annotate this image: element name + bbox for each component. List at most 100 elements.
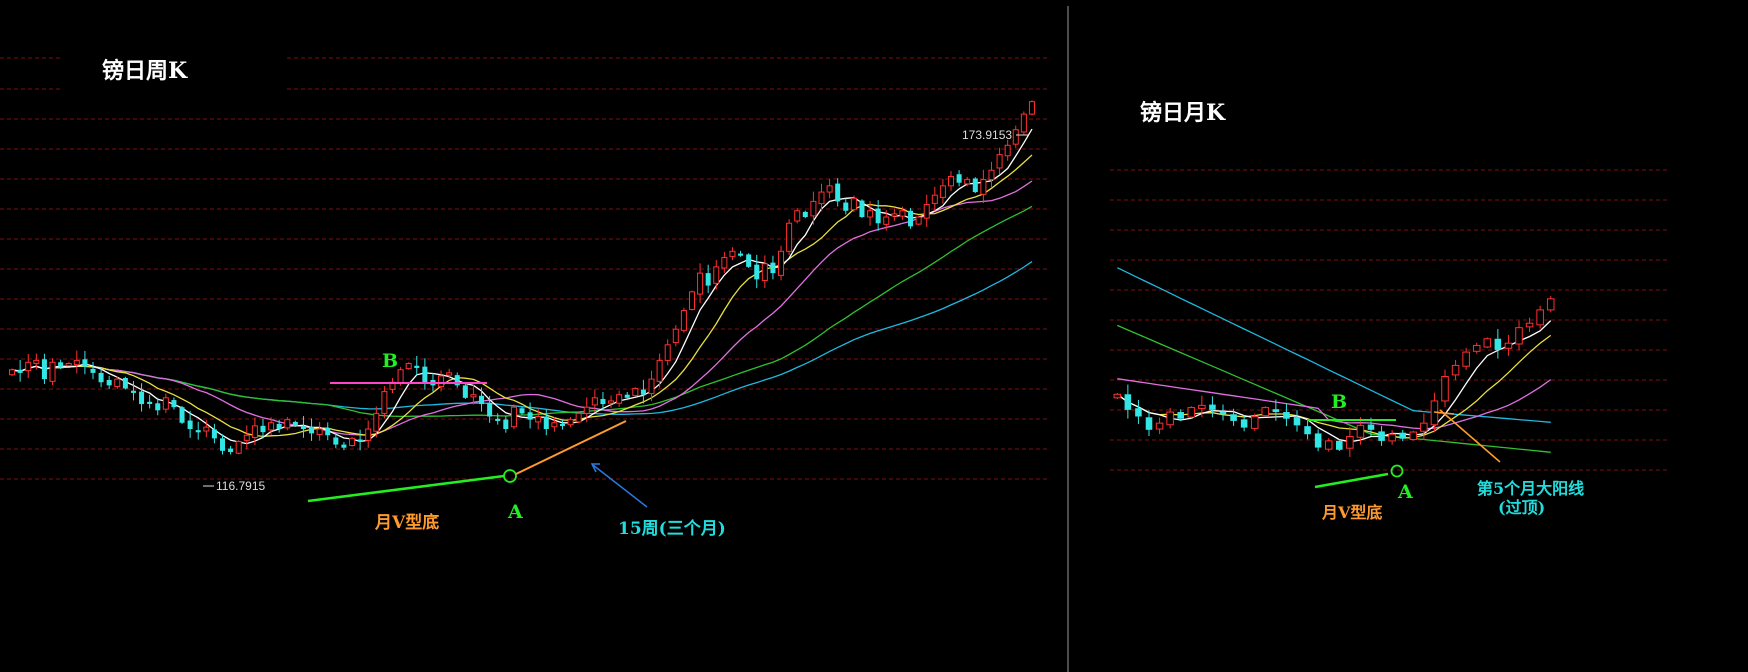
price-high-label: 173.9153	[962, 128, 1012, 142]
price-low-label: 116.7915	[216, 479, 265, 493]
weekly-candle-down	[843, 202, 849, 211]
monthly-candle-down	[1293, 417, 1301, 426]
weekly-candle-up	[373, 412, 380, 432]
weekly-candle-up	[996, 154, 1003, 169]
monthly-candle-up	[1536, 309, 1544, 326]
monthly-candle-up	[1155, 422, 1164, 430]
weekly-candle-down	[82, 359, 88, 367]
weekly-candle-up	[826, 185, 833, 193]
weekly-candle-up	[786, 222, 793, 252]
weekly-candle-down	[276, 423, 282, 429]
weekly-candle-down	[462, 385, 468, 398]
weekly-label-b: B	[382, 350, 398, 372]
weekly-candle-up	[616, 394, 623, 404]
weekly-candle-up	[65, 363, 72, 367]
monthly-candle-up	[1356, 424, 1365, 438]
weekly-candle-up	[688, 291, 695, 310]
monthly-candle-up	[1346, 435, 1354, 449]
monthly-candle-up	[1420, 422, 1428, 432]
weekly-candle-up	[713, 266, 720, 284]
monthly-ma-line-40	[1117, 324, 1551, 453]
monthly-candle-up	[1113, 393, 1122, 399]
weekly-title: 镑日周K	[102, 58, 188, 84]
weekly-candle-up	[672, 328, 679, 344]
weekly-candle-up	[438, 375, 445, 387]
monthly-candle-down	[1272, 409, 1280, 413]
monthly-candle-down	[1378, 431, 1385, 441]
weekly-candle-down	[738, 253, 744, 256]
weekly-point-a-marker	[503, 469, 517, 483]
weekly-candle-down	[309, 426, 315, 434]
weekly-candle-down	[211, 429, 217, 439]
weekly-candle-up	[1028, 101, 1035, 115]
monthly-candle-down	[1367, 424, 1375, 430]
weekly-candle-down	[859, 200, 865, 217]
monthly-candle-down	[1177, 412, 1184, 419]
monthly-candle-down	[1304, 426, 1311, 435]
weekly-15w-note: 15周(三个月)	[618, 518, 726, 539]
monthly-big-yang-pointer-tick	[1433, 411, 1455, 415]
weekly-candle-down	[130, 390, 136, 393]
weekly-candle-down	[503, 419, 509, 429]
monthly-candle-up	[1504, 342, 1513, 349]
monthly-candle-up	[1441, 376, 1449, 402]
weekly-candle-up	[316, 428, 323, 435]
weekly-candle-up	[583, 406, 590, 414]
weekly-candle-up	[761, 263, 768, 281]
weekly-candle-up	[397, 369, 404, 384]
monthly-chart-panel: 镑日月K B A 月V型底 第5个月大阳线 (过顶)	[1110, 100, 1668, 522]
monthly-candle-down	[1336, 440, 1343, 450]
weekly-moving-averages	[11, 128, 1033, 445]
weekly-candle-up	[162, 397, 169, 410]
weekly-candle-up	[721, 257, 728, 269]
weekly-candle-down	[106, 379, 112, 386]
weekly-arrow-head	[590, 463, 600, 473]
monthly-over-top-note: (过顶)	[1498, 498, 1545, 517]
weekly-candle-up	[268, 422, 275, 431]
weekly-candle-up	[535, 416, 542, 423]
weekly-candle-down	[187, 420, 193, 429]
weekly-v-bottom-note: 月V型底	[374, 512, 439, 533]
monthly-candle-up	[1472, 344, 1481, 352]
weekly-candle-up	[446, 372, 453, 376]
weekly-candle-down	[487, 402, 493, 417]
weekly-candle-down	[179, 407, 185, 423]
weekly-candle-up	[850, 197, 857, 211]
monthly-candle-up	[1388, 433, 1396, 442]
monthly-candle-down	[1209, 404, 1216, 410]
monthly-candle-down	[1219, 411, 1227, 415]
weekly-candle-down	[479, 395, 485, 405]
monthly-candle-up	[1324, 440, 1333, 450]
weekly-candle-up	[1004, 144, 1011, 157]
monthly-candle-down	[1124, 394, 1132, 410]
monthly-candle-down	[1399, 432, 1406, 439]
weekly-candle-up	[405, 363, 412, 370]
weekly-candle-down	[219, 438, 226, 451]
weekly-candle-down	[325, 427, 331, 436]
weekly-candle-down	[527, 412, 533, 420]
weekly-15w-line	[515, 420, 627, 475]
weekly-candle-down	[640, 389, 646, 395]
monthly-candle-down	[1135, 408, 1142, 417]
weekly-candle-up	[510, 406, 517, 428]
monthly-big-yang-pointer	[1439, 409, 1501, 463]
weekly-candle-up	[1012, 129, 1019, 145]
monthly-ma-line-5	[1116, 320, 1552, 443]
weekly-candle-up	[980, 179, 987, 195]
monthly-grid	[1110, 169, 1668, 471]
monthly-title: 镑日月K	[1140, 100, 1226, 126]
weekly-candle-up	[915, 216, 922, 225]
weekly-arrow-line	[592, 464, 648, 508]
weekly-candle-down	[956, 174, 962, 183]
weekly-candle-up	[251, 425, 258, 438]
weekly-candle-up	[9, 369, 16, 376]
monthly-moving-averages	[1116, 267, 1552, 453]
weekly-candle-down	[495, 418, 501, 421]
weekly-candle-down	[422, 366, 428, 383]
weekly-candle-down	[98, 372, 104, 383]
weekly-candle-down	[147, 401, 153, 404]
weekly-candle-up	[114, 378, 121, 387]
weekly-candle-down	[122, 377, 128, 389]
weekly-candle-up	[818, 191, 825, 205]
